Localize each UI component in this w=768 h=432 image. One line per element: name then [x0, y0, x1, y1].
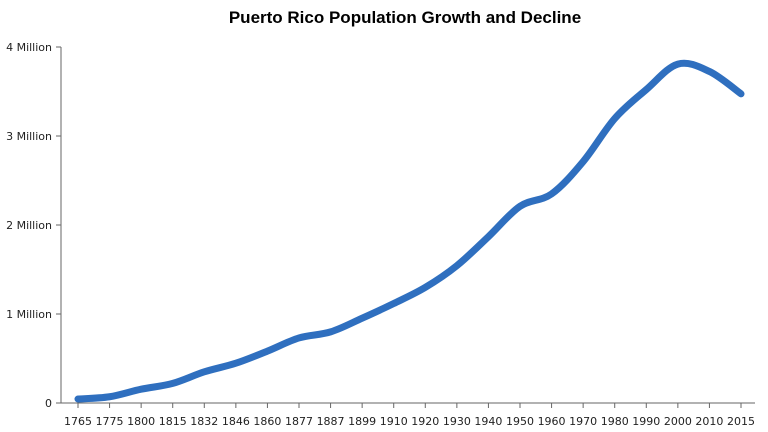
x-tick-label: 1910: [380, 415, 408, 428]
x-tick-label: 1775: [96, 415, 124, 428]
x-tick-label: 2010: [695, 415, 723, 428]
x-tick-label: 1930: [443, 415, 471, 428]
y-axis: 0 1 Million 2 Million 3 Million 4 Million: [6, 41, 62, 410]
chart-title: Puerto Rico Population Growth and Declin…: [229, 8, 581, 27]
y-tick-label: 2 Million: [6, 219, 52, 232]
x-tick-label: 1815: [159, 415, 187, 428]
x-tick-label: 1846: [222, 415, 250, 428]
y-tick-label: 3 Million: [6, 130, 52, 143]
x-tick-label: 1980: [601, 415, 629, 428]
x-tick-label: 1877: [285, 415, 313, 428]
x-tick-label: 1832: [190, 415, 218, 428]
x-tick-label: 1920: [411, 415, 439, 428]
x-axis: 1765 1775 1800 1815 1832 1846 1860 1877 1887 1899…: [61, 402, 755, 428]
x-tick-label: 1970: [569, 415, 597, 428]
x-tick-label: 1800: [127, 415, 155, 428]
plot-area: [74, 59, 745, 403]
series-line: [74, 59, 745, 403]
x-tick-label: 2015: [727, 415, 755, 428]
x-tick-label: 2000: [664, 415, 692, 428]
x-tick-label: 1990: [632, 415, 660, 428]
x-tick-label: 1899: [348, 415, 376, 428]
y-tick-label: 1 Million: [6, 308, 52, 321]
x-tick-label: 1860: [253, 415, 281, 428]
y-tick-label: 0: [45, 397, 52, 410]
x-tick-label: 1940: [474, 415, 502, 428]
x-tick-label: 1950: [506, 415, 534, 428]
x-tick-label: 1887: [317, 415, 345, 428]
x-tick-label: 1765: [64, 415, 92, 428]
y-tick-label: 4 Million: [6, 41, 52, 54]
x-tick-label: 1960: [538, 415, 566, 428]
